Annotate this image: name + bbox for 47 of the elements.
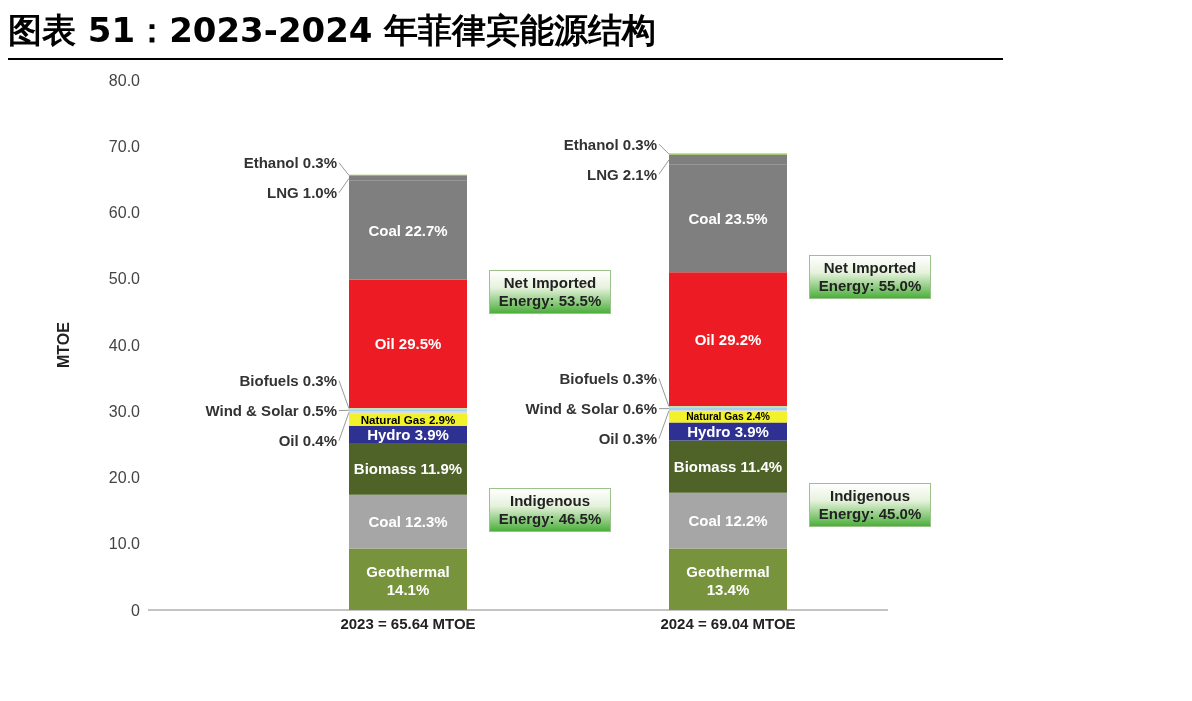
annotation: Net Imported Energy: 55.0%: [809, 254, 931, 299]
data-label: Oil 0.3%: [598, 430, 657, 448]
bar: [349, 494, 467, 549]
x-tick-label: 2024 = 69.04 MTOE: [660, 614, 796, 632]
annotation: Indigenous Energy: 46.5%: [489, 487, 611, 532]
data-label: Oil 0.4%: [278, 432, 337, 450]
data-label: LNG 2.1%: [586, 165, 657, 183]
y-tick-label: 60.0: [108, 204, 141, 222]
y-axis-title: MTOE: [54, 321, 72, 368]
data-label: Biofuels 0.3%: [239, 372, 337, 390]
data-label: LNG 1.0%: [266, 184, 337, 202]
y-tick-label: 80.0: [108, 71, 141, 89]
data-label: Natural Gas 2.9%: [360, 413, 456, 426]
data-label: Biomass 11.4%: [673, 458, 783, 476]
y-tick-label: 30.0: [108, 402, 141, 420]
bar: [349, 279, 467, 408]
y-tick-label: 40.0: [108, 336, 141, 354]
bar: [669, 272, 787, 406]
data-label: Geothermal 14.1%: [366, 562, 450, 598]
data-label: Ethanol 0.3%: [563, 135, 657, 153]
chart-title: 图表 51：2023-2024 年菲律宾能源结构: [8, 8, 1003, 60]
data-label: Hydro 3.9%: [687, 422, 769, 440]
data-label: Coal 12.2%: [688, 512, 768, 530]
bar: [349, 180, 467, 280]
data-label: Biomass 11.9%: [353, 460, 463, 478]
data-label: Biofuels 0.3%: [559, 370, 657, 388]
annotation: Indigenous Energy: 45.0%: [809, 483, 931, 527]
y-tick-label: 0: [131, 601, 141, 619]
data-label: Coal 22.7%: [368, 221, 448, 239]
data-label: Coal 23.5%: [688, 209, 768, 227]
data-label: Wind & Solar 0.6%: [525, 400, 657, 418]
x-tick-label: 2023 = 65.64 MTOE: [340, 614, 476, 632]
data-label: Ethanol 0.3%: [243, 154, 337, 172]
data-label: Wind & Solar 0.5%: [205, 402, 337, 420]
data-label: Hydro 3.9%: [367, 425, 449, 443]
bar: [669, 440, 787, 493]
data-label: Coal 12.3%: [368, 513, 448, 531]
y-tick-label: 50.0: [108, 270, 141, 288]
data-label: Geothermal 13.4%: [686, 562, 770, 598]
y-tick-label: 10.0: [108, 535, 141, 553]
data-label: Natural Gas 2.4%: [686, 411, 770, 423]
annotation: Net Imported Energy: 53.5%: [489, 270, 611, 315]
data-label: Oil 29.5%: [374, 335, 442, 353]
data-label: Oil 29.2%: [694, 330, 762, 348]
y-tick-label: 70.0: [108, 137, 141, 155]
bar: [669, 492, 787, 549]
y-tick-label: 20.0: [108, 469, 141, 487]
